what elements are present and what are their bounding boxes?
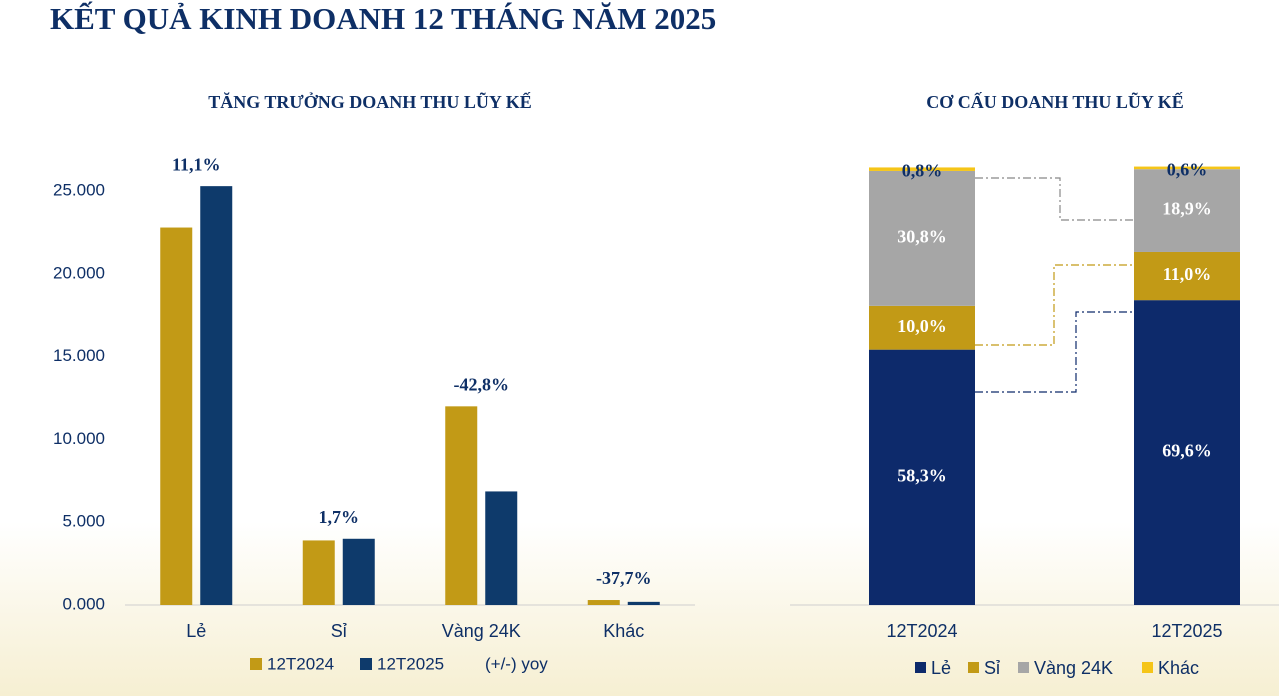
slide-title: KẾT QUẢ KINH DOANH 12 THÁNG NĂM 2025 (50, 0, 716, 36)
segment-label: 58,3% (897, 465, 947, 485)
yoy-label: -37,7% (596, 568, 652, 588)
bar-segment (1134, 169, 1240, 252)
chart-title: TĂNG TRƯỞNG DOANH THU LŨY KẾ (208, 91, 532, 112)
y-tick-label: 5.000 (62, 512, 105, 531)
bar-segment (869, 305, 975, 350)
connector (975, 311, 1134, 393)
segment-label: 0,6% (1167, 160, 1208, 180)
legend-swatch (1018, 662, 1029, 673)
y-tick-label: 25.000 (53, 181, 105, 200)
bar-segment (1134, 166, 1240, 170)
segment-label: 0,8% (902, 161, 943, 181)
bar (627, 601, 660, 605)
x-tick-label: Vàng 24K (442, 621, 521, 641)
legend-swatch (1142, 662, 1153, 673)
legend-label: (+/-) yoy (485, 654, 548, 673)
yoy-label: 11,1% (172, 154, 221, 174)
x-tick-label: Khác (603, 621, 644, 641)
bar-segment (869, 349, 975, 605)
y-tick-label: 15.000 (53, 346, 105, 365)
legend-swatch (968, 662, 979, 673)
legend-swatch (915, 662, 926, 673)
legend-swatch (360, 658, 372, 670)
connector (975, 177, 1134, 221)
segment-label: 11,0% (1163, 264, 1212, 284)
bar-segment (869, 170, 975, 306)
bar (302, 540, 335, 605)
bar-segment (1134, 300, 1240, 605)
x-tick-label: 12T2024 (886, 621, 957, 641)
segment-label: 10,0% (897, 316, 947, 336)
chart-title: CƠ CẤU DOANH THU LŨY KẾ (926, 91, 1184, 112)
yoy-label: 1,7% (319, 507, 360, 527)
legend-label: Sỉ (984, 658, 1000, 678)
legend-label: Lẻ (931, 658, 951, 678)
legend-label: 12T2024 (267, 654, 334, 673)
segment-label: 18,9% (1162, 199, 1212, 219)
bar-segment (1134, 251, 1240, 301)
x-tick-label: Sỉ (331, 621, 347, 641)
x-tick-label: Lẻ (186, 621, 206, 641)
yoy-label: -42,8% (454, 374, 510, 394)
segment-label: 69,6% (1162, 441, 1212, 461)
legend-label: 12T2025 (377, 654, 444, 673)
y-tick-label: 10.000 (53, 429, 105, 448)
legend-label: Khác (1158, 658, 1199, 678)
bar-segment (869, 167, 975, 171)
segment-label: 30,8% (897, 227, 947, 247)
y-tick-label: 0.000 (62, 594, 105, 613)
x-tick-label: 12T2025 (1151, 621, 1222, 641)
legend-label: Vàng 24K (1034, 658, 1113, 678)
bar (160, 227, 193, 606)
bar (445, 406, 478, 605)
connector (975, 264, 1134, 346)
connectors (975, 177, 1134, 393)
bar (200, 186, 233, 605)
legend-swatch (250, 658, 262, 670)
y-tick-label: 20.000 (53, 263, 105, 282)
bar (587, 600, 620, 605)
bar (342, 538, 375, 605)
bar (485, 491, 518, 605)
